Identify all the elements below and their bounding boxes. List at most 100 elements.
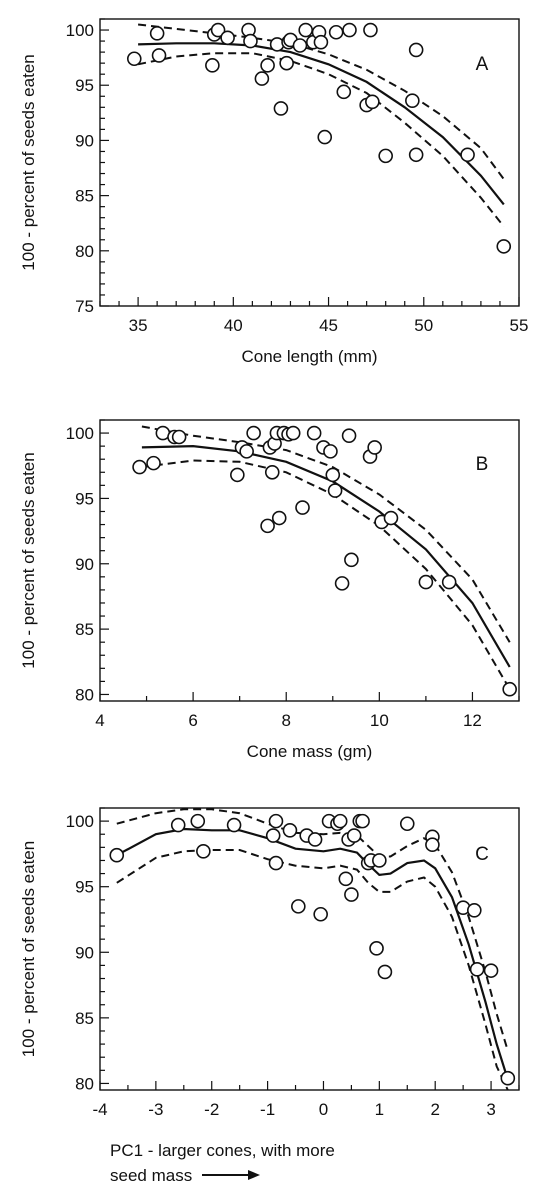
y-tick-label: 80: [75, 242, 94, 261]
upper-confidence-curve: [137, 23, 505, 180]
data-point: [292, 38, 308, 53]
y-tick-label: 95: [75, 76, 94, 95]
chart-panel-c: 80 85 90 95 100 -4 -3 -2 -1 0 1 2 3 C 100 - percent of…: [19, 807, 520, 1185]
x-axis-label-line-2: seed mass: [110, 1166, 192, 1185]
data-point: [338, 871, 354, 887]
x-tick-label: 10: [370, 711, 389, 730]
data-point: [502, 681, 517, 697]
x-tick-label: 6: [188, 711, 197, 730]
x-tick-label: 12: [463, 711, 482, 730]
data-point: [418, 574, 434, 590]
data-point: [342, 22, 357, 38]
y-axis-label: 100 - percent of seeds eaten: [19, 452, 38, 668]
data-point: [365, 94, 380, 110]
data-point: [268, 813, 284, 829]
x-tick-label: -1: [260, 1100, 275, 1119]
y-tick-label: 100: [66, 21, 94, 40]
data-point: [109, 847, 125, 863]
data-point: [496, 239, 512, 254]
lower-confidence-curve: [137, 52, 505, 228]
y-tick-label: 85: [75, 187, 94, 206]
data-point: [268, 855, 284, 871]
x-axis-label: Cone mass (gm): [247, 742, 373, 761]
data-point: [264, 464, 280, 480]
x-tick-label: 0: [319, 1100, 328, 1119]
data-point: [243, 33, 258, 49]
data-point: [146, 455, 161, 471]
data-point: [196, 843, 211, 859]
x-tick-label: -2: [204, 1100, 219, 1119]
data-point: [210, 22, 226, 38]
data-point: [291, 899, 306, 914]
data-point: [298, 22, 313, 38]
x-tick-label: 3: [486, 1100, 495, 1119]
data-point: [469, 962, 485, 977]
x-tick-label: -3: [148, 1100, 163, 1119]
data-point: [260, 518, 275, 534]
y-tick-label: 100: [66, 424, 94, 443]
panel-label: A: [476, 54, 489, 75]
y-tick-label: 80: [75, 685, 94, 704]
y-tick-label: 80: [75, 1074, 94, 1093]
x-tick-label: 8: [281, 711, 290, 730]
data-point: [405, 93, 420, 108]
x-tick-label: 35: [129, 316, 148, 335]
panel-label: B: [476, 454, 489, 475]
chart-panel-a: 75 80 85 90 95 100 35 40 45 50 55 A 100 - percent of…: [19, 18, 529, 366]
y-tick-label: 100: [66, 812, 94, 831]
fitted-curve: [138, 42, 505, 206]
data-point: [271, 510, 287, 526]
x-tick-label: 4: [95, 711, 104, 730]
data-point: [341, 428, 357, 443]
data-point: [336, 84, 352, 100]
data-point: [332, 813, 348, 829]
data-point: [372, 853, 387, 868]
y-tick-label: 85: [75, 1009, 94, 1028]
upper-confidence-curve: [141, 425, 511, 643]
data-point: [279, 55, 294, 71]
data-point: [132, 459, 147, 475]
data-point: [317, 129, 333, 145]
data-point: [327, 483, 343, 498]
data-point: [282, 822, 298, 838]
x-tick-label: 45: [319, 316, 338, 335]
data-point: [460, 147, 475, 163]
x-tick-label: 55: [510, 316, 529, 335]
chart-panel-b: 80 85 90 95 100 4 6 8 10 12 B 100 - percent of seed…: [19, 419, 520, 761]
data-point: [441, 574, 457, 590]
x-tick-label: 1: [375, 1100, 384, 1119]
data-point: [377, 964, 393, 980]
data-point: [383, 510, 399, 526]
data-point: [500, 1070, 516, 1086]
data-point: [408, 147, 424, 163]
arrow-head-icon: [248, 1170, 260, 1180]
data-point: [205, 58, 220, 73]
fitted-curve: [141, 444, 511, 668]
data-point: [260, 58, 275, 73]
plot-frame: [99, 419, 520, 702]
data-point: [239, 444, 254, 459]
data-point: [467, 903, 482, 918]
x-axis-label: Cone length (mm): [241, 347, 377, 366]
plot-frame: [99, 807, 520, 1091]
lower-confidence-curve: [141, 459, 511, 690]
y-axis-label: 100 - percent of seeds eaten: [19, 54, 38, 270]
data-point: [323, 444, 338, 459]
y-tick-label: 95: [75, 878, 94, 897]
data-point: [346, 828, 362, 843]
data-point: [408, 42, 424, 58]
data-point: [285, 425, 301, 441]
data-point: [126, 51, 142, 67]
data-point: [378, 148, 393, 164]
data-point: [254, 71, 270, 86]
data-point: [171, 429, 187, 445]
y-tick-label: 95: [75, 489, 94, 508]
data-point: [363, 22, 378, 38]
data-point: [425, 837, 440, 853]
data-point: [190, 813, 206, 829]
x-axis-label: PC1 - larger cones, with more: [110, 1141, 335, 1160]
y-tick-label: 75: [75, 297, 94, 316]
x-tick-label: 50: [414, 316, 433, 335]
data-point: [307, 832, 323, 847]
data-point: [220, 30, 235, 46]
